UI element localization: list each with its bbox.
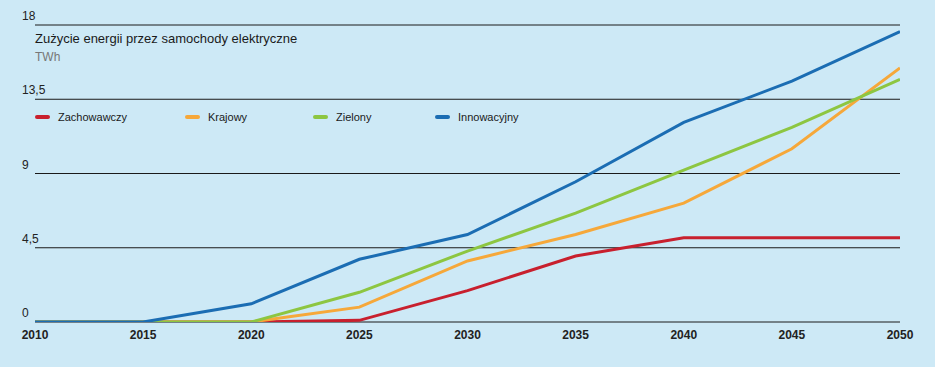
html-text:Krajowy: Krajowy: [208, 111, 248, 123]
svg-text:18: 18: [22, 9, 36, 23]
html-text:Zużycie energii przez samochod: Zużycie energii przez samochody elektryc…: [35, 31, 298, 46]
svg-text:2030: 2030: [454, 328, 481, 342]
svg-text:2015: 2015: [130, 328, 157, 342]
svg-text:4,5: 4,5: [22, 232, 39, 246]
html-text:Zielony: Zielony: [336, 111, 372, 123]
svg-text:9: 9: [22, 158, 29, 172]
svg-text:2010: 2010: [22, 328, 49, 342]
svg-text:2040: 2040: [670, 328, 697, 342]
svg-text:0: 0: [22, 306, 29, 320]
svg-text:2020: 2020: [238, 328, 265, 342]
html-text:TWh: TWh: [35, 50, 61, 64]
html-text:Innowacyjny: Innowacyjny: [458, 111, 519, 123]
svg-text:13,5: 13,5: [22, 83, 46, 97]
html-text:Zachowawczy: Zachowawczy: [58, 111, 128, 123]
svg-text:2025: 2025: [346, 328, 373, 342]
svg-text:2045: 2045: [779, 328, 806, 342]
svg-text:2035: 2035: [562, 328, 589, 342]
svg-text:2050: 2050: [887, 328, 914, 342]
